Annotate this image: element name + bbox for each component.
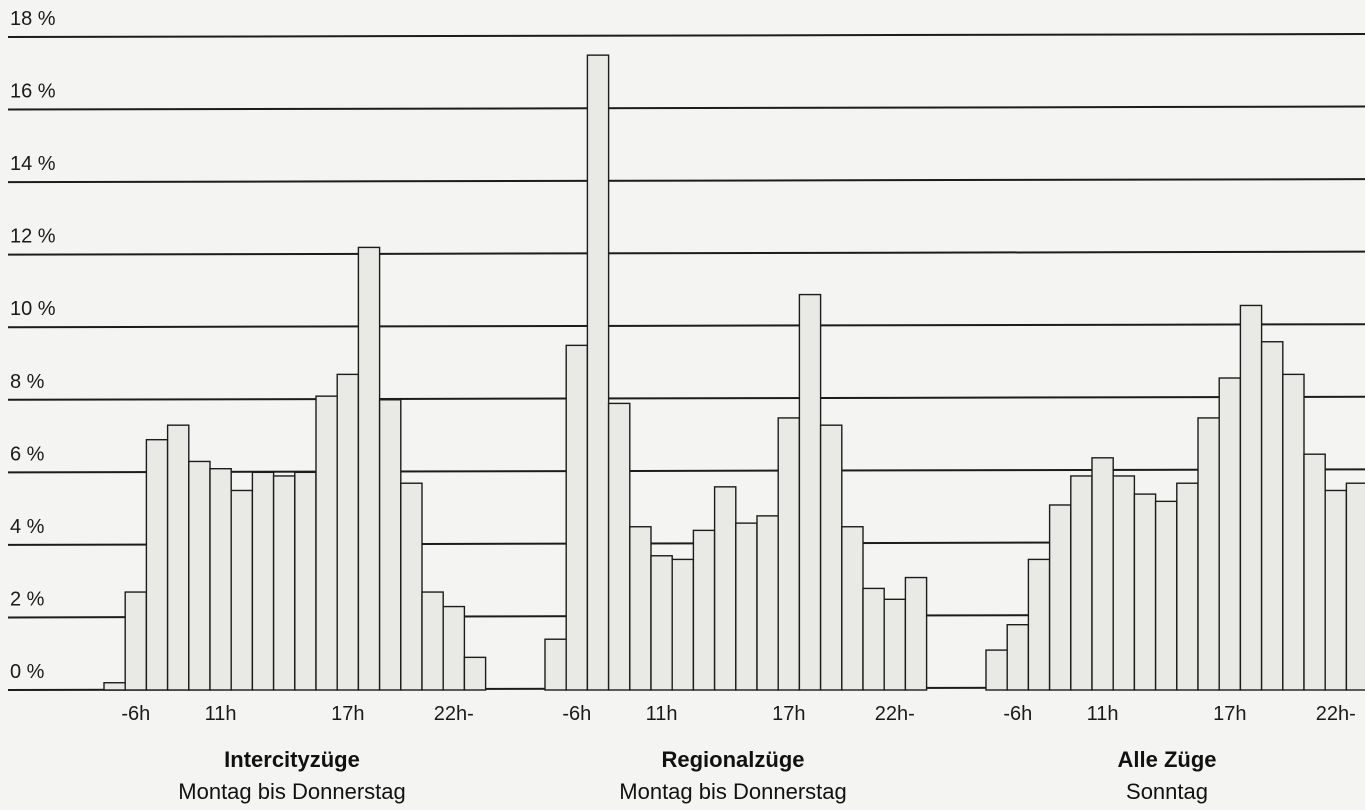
bar: [463, 656, 487, 691]
bar: [1027, 558, 1051, 691]
x-tick-label: 22h-: [434, 703, 474, 725]
bar: [124, 591, 148, 691]
group-title: Regionalzüge: [661, 747, 804, 772]
x-tick-label: -6h: [562, 703, 591, 725]
bar: [1303, 453, 1326, 691]
bar: [544, 638, 567, 691]
bar: [904, 576, 928, 691]
bar: [1239, 304, 1263, 691]
y-tick-label: 10 %: [10, 298, 56, 320]
bar: [1197, 417, 1220, 691]
x-tick-label: 11h: [205, 703, 237, 725]
group-title: Intercityzüge: [224, 747, 360, 772]
y-tick-label: 16 %: [10, 81, 56, 103]
bar: [272, 475, 296, 691]
y-axis-tick-labels: 0 % 2 % 4 % 6 % 8 % 10 % 12 % 14 % 16 % 18 %: [10, 8, 56, 683]
gridline: [7, 105, 1365, 111]
y-tick-label: 18 %: [10, 8, 56, 30]
bar: [819, 424, 843, 691]
bar: [692, 529, 716, 691]
y-tick-label: 0 %: [10, 661, 45, 683]
y-tick-label: 6 %: [10, 443, 45, 465]
bar: [985, 649, 1008, 691]
group-subtitle: Montag bis Donnerstag: [178, 779, 405, 804]
gridline: [7, 323, 1365, 329]
bar: [357, 246, 381, 691]
bar: [756, 515, 779, 691]
y-tick-label: 12 %: [10, 226, 56, 248]
x-tick-label: -6h: [1003, 703, 1032, 725]
gridline: [7, 250, 1365, 256]
bar: [671, 558, 695, 691]
bar: [713, 486, 737, 691]
bar: [103, 682, 126, 691]
bar: [1282, 373, 1305, 691]
x-tick-label: 22h-: [1316, 703, 1356, 725]
bar: [1070, 475, 1093, 691]
bar: [1260, 341, 1284, 691]
bars: [103, 54, 1365, 691]
group-subtitle: Montag bis Donnerstag: [619, 779, 846, 804]
group-titles: Intercityzüge Montag bis Donnerstag Region…: [178, 747, 1216, 804]
x-tick-label: 22h-: [875, 703, 915, 725]
x-axis-tick-labels: -6h 11h 17h 22h- -6h 11h 17h 22h- -6h 11h 17h 22h-: [121, 703, 1355, 725]
x-tick-label: 17h: [331, 703, 364, 725]
bar: [209, 468, 232, 691]
gridline: [7, 178, 1365, 184]
x-tick-label: 17h: [1213, 703, 1246, 725]
x-tick-label: -6h: [121, 703, 150, 725]
bar: [1345, 482, 1365, 691]
bar: [798, 293, 822, 691]
gridline: [7, 395, 1365, 401]
bar: [1112, 475, 1136, 691]
gridline: [7, 33, 1365, 38]
bar: [1006, 624, 1030, 691]
bar: [841, 526, 864, 691]
bar: [166, 424, 190, 691]
bar: [400, 482, 423, 691]
bar: [1218, 377, 1242, 691]
bar: [378, 399, 402, 691]
x-tick-label: 11h: [1087, 703, 1119, 725]
bar: [230, 489, 254, 691]
bar: [442, 605, 466, 691]
bar: [251, 471, 275, 691]
bar: [1048, 504, 1072, 691]
y-tick-label: 8 %: [10, 371, 45, 393]
bar: [1154, 500, 1178, 691]
bar: [607, 402, 631, 691]
bar: [294, 471, 317, 691]
y-tick-label: 14 %: [10, 153, 56, 175]
bar: [421, 591, 444, 691]
bar: [1176, 482, 1199, 691]
bar: [650, 555, 673, 691]
y-tick-label: 4 %: [10, 516, 45, 538]
bar: [862, 587, 885, 691]
y-tick-label: 2 %: [10, 588, 45, 610]
bar: [586, 54, 610, 691]
bar: [336, 373, 360, 691]
bar: [629, 526, 652, 691]
x-tick-label: 11h: [646, 703, 678, 725]
bar: [1091, 457, 1114, 691]
bar: [565, 344, 589, 691]
bar: [145, 438, 169, 691]
group-subtitle: Sonntag: [1126, 779, 1208, 804]
bar: [1324, 489, 1348, 691]
bar: [188, 460, 211, 691]
bar: [315, 395, 338, 691]
bar: [777, 417, 801, 691]
bar: [1133, 493, 1157, 691]
bar: [883, 598, 907, 691]
x-tick-label: 17h: [772, 703, 805, 725]
group-title: Alle Züge: [1117, 747, 1216, 772]
gridline: [7, 468, 1365, 474]
bar: [735, 522, 758, 691]
